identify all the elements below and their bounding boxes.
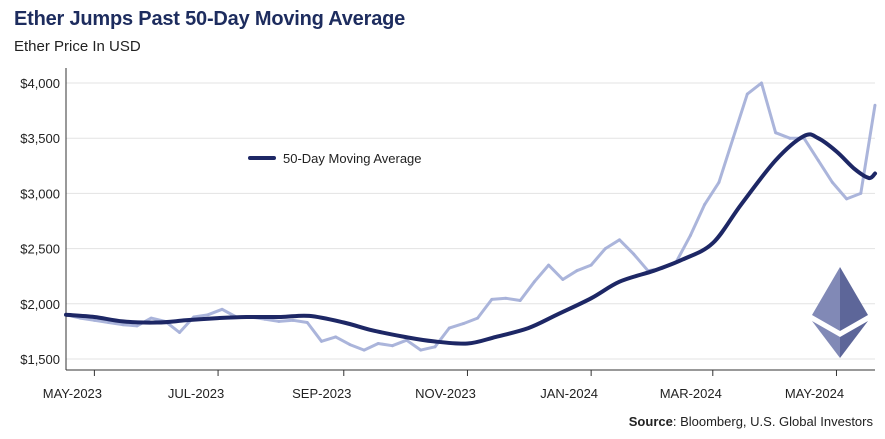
x-tick-label: MAY-2024 <box>785 386 844 401</box>
source-label: Source <box>628 414 673 429</box>
x-tick-label: MAR-2024 <box>660 386 722 401</box>
data-point-ether-price <box>107 321 110 324</box>
data-point-ether-price <box>149 316 153 320</box>
data-point-ether-price <box>92 318 96 322</box>
y-tick-label: $2,000 <box>20 297 60 312</box>
y-tick-label: $3,500 <box>20 131 60 146</box>
x-tick-label: SEP-2023 <box>292 386 351 401</box>
data-point-ether-price <box>618 238 621 242</box>
data-point-ether-price <box>561 278 565 281</box>
data-point-ether-price <box>760 81 763 85</box>
series <box>64 81 877 352</box>
data-point-ether-price <box>135 324 139 328</box>
source-text: : Bloomberg, U.S. Global Investors <box>672 414 873 429</box>
data-point-ether-price <box>774 131 778 135</box>
y-tick-labels: $1,500 $2,000 $2,500 $3,000 $3,500 $4,000 <box>20 76 60 367</box>
chart-subtitle: Ether Price In USD <box>14 38 141 55</box>
data-point-ether-price <box>632 252 636 256</box>
data-point-ether-price <box>476 316 479 320</box>
series-line-ether-price <box>65 81 877 352</box>
data-point-ether-price <box>575 269 579 273</box>
data-point-ether-price <box>376 342 380 345</box>
y-tick-label: $4,000 <box>20 76 60 91</box>
data-point-ether-price <box>405 338 409 342</box>
data-point-ether-price <box>462 322 465 326</box>
data-point-ether-price <box>745 92 749 96</box>
x-tick-label: JUL-2023 <box>168 386 224 401</box>
data-point-ether-price <box>518 299 522 302</box>
data-point-ether-price <box>391 344 394 348</box>
y-tick-label: $1,500 <box>20 352 60 367</box>
data-point-ether-price <box>603 247 607 250</box>
data-point-ether-price <box>362 348 366 352</box>
data-point-ether-price <box>703 203 707 206</box>
data-point-ether-price <box>816 158 820 162</box>
x-tick-label: MAY-2023 <box>43 386 102 401</box>
y-gridlines <box>66 82 875 360</box>
data-point-ether-price <box>873 103 877 107</box>
y-tick-label: $3,000 <box>20 186 60 201</box>
axes <box>65 68 875 376</box>
data-point-ether-price <box>532 280 536 284</box>
y-tick-label: $2,500 <box>20 242 60 257</box>
data-point-ether-price <box>419 348 423 352</box>
data-point-ether-price <box>547 263 550 267</box>
data-point-ether-price <box>178 331 181 334</box>
data-point-ether-price <box>320 339 323 343</box>
data-point-ether-price <box>845 197 849 201</box>
data-point-ether-price <box>334 335 338 339</box>
data-point-ether-price <box>490 297 494 301</box>
data-point-ether-price <box>121 323 125 327</box>
data-point-ether-price <box>689 233 692 237</box>
data-point-ether-price <box>447 326 451 330</box>
legend: 50-Day Moving Average <box>248 151 422 166</box>
legend-label-moving-average: 50-Day Moving Average <box>283 151 422 166</box>
data-point-ether-price <box>348 343 352 347</box>
data-point-ether-price <box>717 180 721 184</box>
data-point-ether-price <box>433 345 437 349</box>
data-point-ether-price <box>831 180 834 184</box>
data-point-ether-price <box>206 313 210 317</box>
source-note: Source: Bloomberg, U.S. Global Investors <box>629 414 873 429</box>
x-tick-label: NOV-2023 <box>415 386 476 401</box>
data-point-ether-price <box>220 307 224 311</box>
ethereum-logo-icon <box>812 267 868 358</box>
x-tick-labels: MAY-2023 JUL-2023 SEP-2023 NOV-2023 JAN-2024… <box>43 386 844 401</box>
data-point-ether-price <box>788 136 792 140</box>
data-point-ether-price <box>305 321 309 324</box>
x-tick-label: JAN-2024 <box>540 386 598 401</box>
series-line-moving-average <box>64 132 877 346</box>
data-point-ether-price <box>731 136 735 140</box>
data-point-ether-price <box>504 296 508 300</box>
data-point-ether-price <box>277 320 281 323</box>
data-point-ether-price <box>291 318 295 322</box>
data-point-ether-price <box>589 263 593 267</box>
chart-title: Ether Jumps Past 50-Day Moving Average <box>14 8 406 30</box>
data-point-ether-price <box>859 192 863 195</box>
